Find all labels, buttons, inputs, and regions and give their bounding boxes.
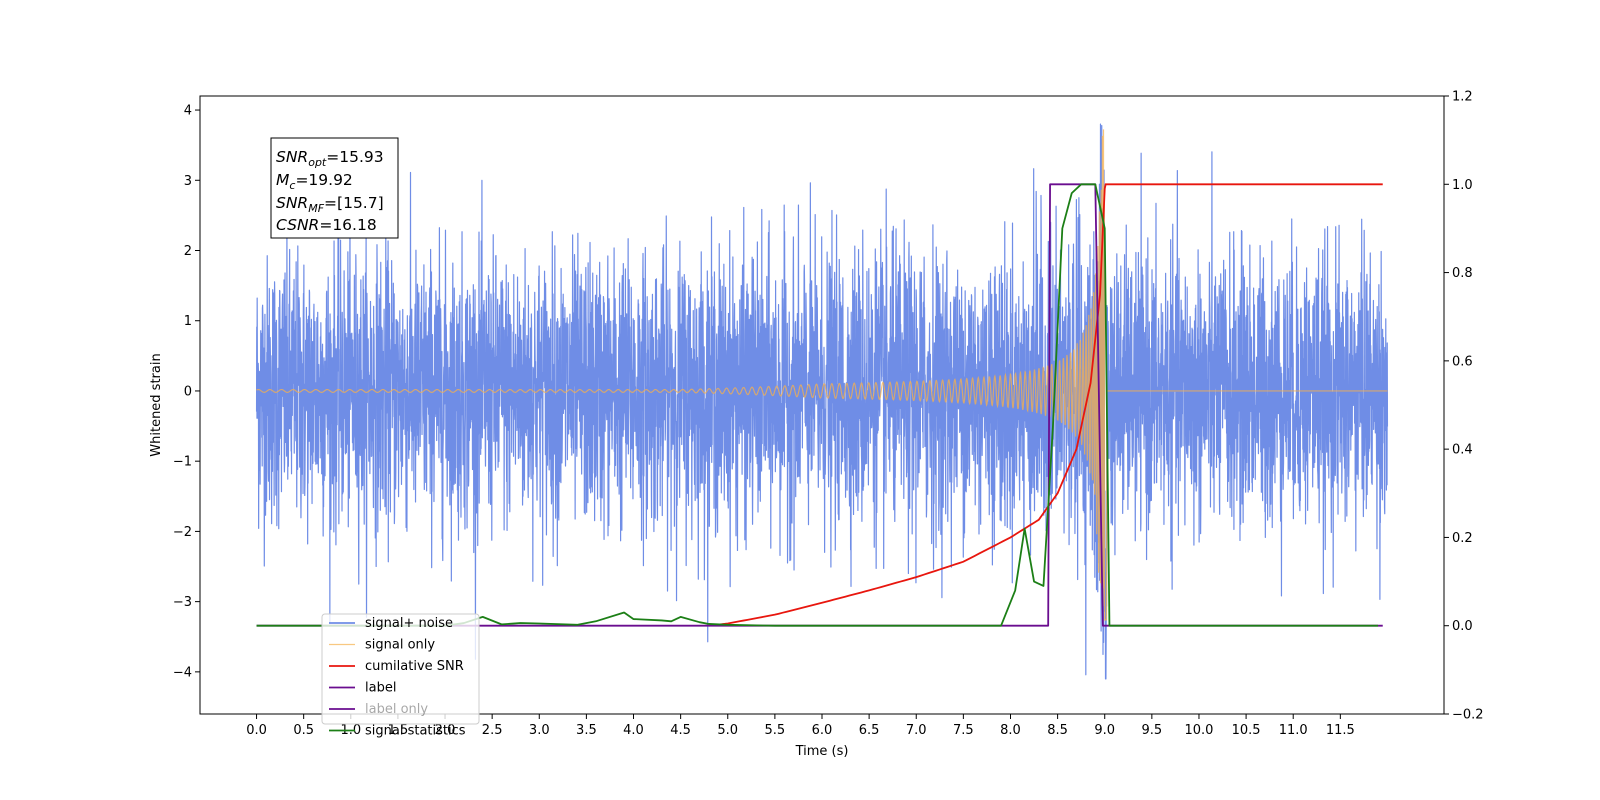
annotation-mc: Mc=19.92 bbox=[276, 171, 353, 192]
x-tick-label: 1.5 bbox=[388, 723, 409, 738]
x-tick-label: 11.0 bbox=[1279, 723, 1308, 738]
mc-value: =19.92 bbox=[295, 171, 352, 189]
mc-symbol: M bbox=[276, 171, 289, 189]
x-tick-label: 7.0 bbox=[906, 723, 927, 738]
csnr-symbol: CSNR bbox=[276, 216, 319, 234]
annotation-snr-opt: SNRopt=15.93 bbox=[276, 148, 384, 169]
x-tick-label: 5.5 bbox=[765, 723, 786, 738]
snr-mf-subscript: MF bbox=[308, 202, 324, 215]
x-tick-label: 3.5 bbox=[576, 723, 597, 738]
x-tick-label: 5.0 bbox=[717, 723, 738, 738]
y2-tick-label: 0.6 bbox=[1452, 354, 1473, 369]
series-signal-noise bbox=[255, 123, 1389, 680]
x-tick-label: 7.5 bbox=[953, 723, 974, 738]
x-axis: 0.0 0.5 1.0 1.5 2.0 2.5 3.0 3.5 4.0 4.5 5.0 5.5 6.0 6… bbox=[246, 714, 1355, 738]
snr-opt-symbol: SNR bbox=[276, 148, 308, 166]
x-tick-label: 8.0 bbox=[1000, 723, 1021, 738]
stats-annotation-box: SNRopt=15.93 Mc=19.92 SNRMF=[15.7] CSNR=… bbox=[270, 137, 399, 239]
legend-label: signal only bbox=[365, 638, 435, 653]
y-tick-label: −3 bbox=[173, 595, 192, 610]
y-tick-label: −1 bbox=[173, 455, 192, 470]
annotation-csnr: CSNR=16.18 bbox=[276, 216, 377, 234]
annotation-frame bbox=[270, 137, 399, 239]
x-tick-label: 11.5 bbox=[1326, 723, 1355, 738]
x-tick-label: 10.5 bbox=[1232, 723, 1261, 738]
legend-label: cumilative SNR bbox=[365, 659, 464, 674]
y-tick-label: 1 bbox=[184, 314, 192, 329]
annotation-snr-mf: SNRMF=[15.7] bbox=[276, 194, 384, 215]
x-tick-label: 6.5 bbox=[859, 723, 880, 738]
snr-opt-value: =15.93 bbox=[326, 148, 383, 166]
y-tick-label: 3 bbox=[184, 174, 192, 189]
y2-tick-label: 0.0 bbox=[1452, 619, 1473, 634]
series-signal-only bbox=[256, 129, 1388, 621]
x-tick-label: 2.0 bbox=[435, 723, 456, 738]
y-axis-right: 1.2 1.0 0.8 0.6 0.4 0.2 0.0 −0.2 bbox=[1444, 90, 1484, 723]
mc-subscript: c bbox=[289, 179, 295, 192]
x-tick-label: 3.0 bbox=[529, 723, 550, 738]
x-tick-label: 10.0 bbox=[1184, 723, 1213, 738]
x-tick-label: 4.0 bbox=[623, 723, 644, 738]
y-tick-label: 0 bbox=[184, 384, 192, 399]
x-axis-label: Time (s) bbox=[795, 744, 849, 759]
x-tick-label: 0.5 bbox=[293, 723, 314, 738]
y2-tick-label: 1.0 bbox=[1452, 178, 1473, 193]
y2-tick-label: 0.8 bbox=[1452, 266, 1473, 281]
csnr-value: =16.18 bbox=[319, 216, 376, 234]
y2-tick-label: 0.4 bbox=[1452, 443, 1473, 458]
legend-label: signal statistics bbox=[365, 724, 466, 739]
x-tick-label: 4.5 bbox=[670, 723, 691, 738]
x-tick-label: 8.5 bbox=[1047, 723, 1068, 738]
x-tick-label: 0.0 bbox=[246, 723, 267, 738]
snr-mf-symbol: SNR bbox=[276, 194, 308, 212]
snr-opt-subscript: opt bbox=[308, 156, 327, 169]
y-tick-label: 4 bbox=[184, 104, 192, 119]
x-tick-label: 9.5 bbox=[1142, 723, 1163, 738]
y2-tick-label: 1.2 bbox=[1452, 90, 1473, 105]
x-tick-label: 2.5 bbox=[482, 723, 503, 738]
legend-label: label bbox=[365, 681, 396, 696]
legend: signal+ noise signal only cumilative SNR la… bbox=[321, 613, 480, 739]
legend-frame bbox=[321, 613, 480, 725]
y-tick-label: −2 bbox=[173, 525, 192, 540]
snr-mf-value: =[15.7] bbox=[324, 194, 384, 212]
x-tick-label: 9.0 bbox=[1094, 723, 1115, 738]
y-axis-left: 4 3 2 1 0 −1 −2 −3 −4 bbox=[173, 104, 200, 680]
x-tick-label: 6.0 bbox=[812, 723, 833, 738]
y-axis-label: Whitened strain bbox=[149, 353, 164, 456]
y2-tick-label: 0.2 bbox=[1452, 531, 1473, 546]
plot-area bbox=[255, 123, 1389, 680]
y-tick-label: −4 bbox=[173, 665, 192, 680]
series-signal-statistics bbox=[256, 183, 1379, 627]
y-tick-label: 2 bbox=[184, 244, 192, 259]
legend-label: signal+ noise bbox=[365, 616, 453, 631]
y2-tick-label: −0.2 bbox=[1452, 708, 1484, 723]
legend-label: label only bbox=[365, 702, 428, 717]
